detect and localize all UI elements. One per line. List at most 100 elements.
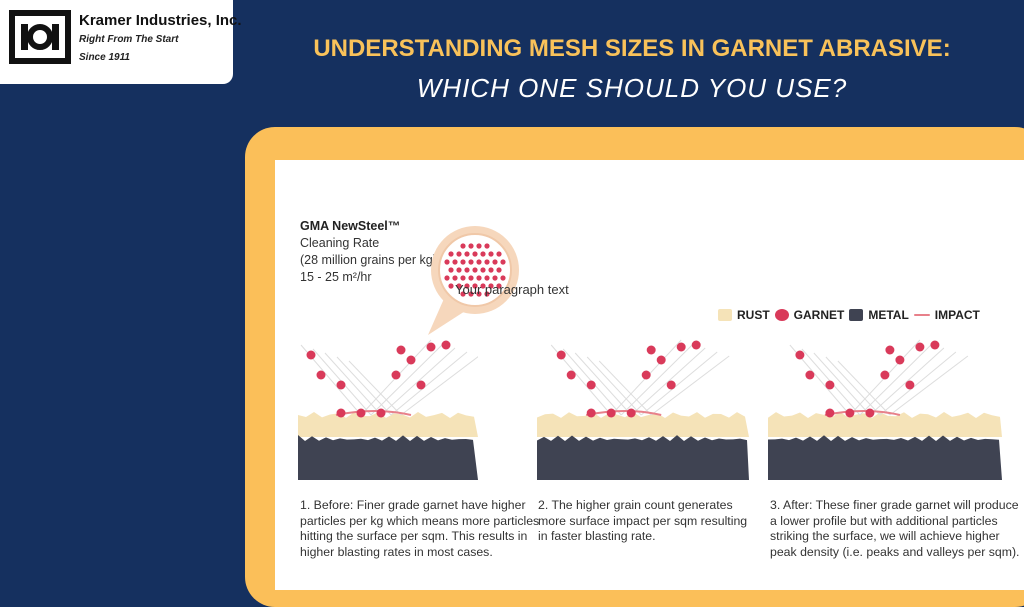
trajectory-line xyxy=(630,347,706,416)
garnet-particle xyxy=(646,345,656,355)
garnet-dot xyxy=(480,251,486,257)
magnifier-illustration xyxy=(428,226,519,335)
garnet-dot xyxy=(452,259,458,265)
garnet-particle xyxy=(556,350,566,360)
garnet-dot xyxy=(492,259,498,265)
garnet-dot xyxy=(460,275,466,281)
garnet-particle xyxy=(915,342,925,352)
garnet-dot xyxy=(488,283,494,289)
garnet-dot xyxy=(476,275,482,281)
garnet-dot xyxy=(448,251,454,257)
garnet-particle xyxy=(306,350,316,360)
garnet-particle xyxy=(880,370,890,380)
page-title: UNDERSTANDING MESH SIZES IN GARNET ABRAS… xyxy=(313,35,951,62)
garnet-particle xyxy=(641,370,651,380)
garnet-particle xyxy=(666,380,676,390)
garnet-dot xyxy=(496,267,502,273)
garnet-particle xyxy=(316,370,326,380)
garnet-dot xyxy=(444,259,450,265)
trajectory-line xyxy=(879,351,957,416)
product-info: GMA NewSteel™ Cleaning Rate (28 million … xyxy=(300,218,437,286)
garnet-dot xyxy=(452,275,458,281)
garnet-dot xyxy=(456,267,462,273)
step-2-caption: 2. The higher grain count generates more … xyxy=(538,498,748,543)
trajectory-line xyxy=(370,343,444,416)
rust-layer xyxy=(537,412,749,437)
garnet-dot xyxy=(444,275,450,281)
legend: RUST GARNET METAL IMPACT xyxy=(718,308,985,322)
garnet-dot xyxy=(468,259,474,265)
page-subtitle: WHICH ONE SHOULD YOU USE? xyxy=(416,73,848,103)
garnet-dot xyxy=(476,243,482,249)
garnet-particle xyxy=(356,408,366,418)
trajectory-line xyxy=(390,351,468,416)
impact-line-icon xyxy=(913,314,930,316)
garnet-dot xyxy=(472,267,478,273)
garnet-dot xyxy=(492,275,498,281)
garnet-particle xyxy=(691,340,701,350)
garnet-particle xyxy=(336,380,346,390)
garnet-dot xyxy=(464,251,470,257)
garnet-dot xyxy=(488,251,494,257)
garnet-particle xyxy=(825,408,835,418)
garnet-particle xyxy=(606,408,616,418)
brand-logo-area[interactable]: Kramer Industries, Inc. Right From The S… xyxy=(0,0,242,84)
garnet-particle xyxy=(805,370,815,380)
garnet-particle xyxy=(396,345,406,355)
brand-tagline: Right From The Start xyxy=(79,34,179,45)
garnet-particle xyxy=(676,342,686,352)
garnet-dot xyxy=(468,243,474,249)
product-name: GMA NewSteel™ xyxy=(300,219,401,233)
garnet-particle xyxy=(795,350,805,360)
garnet-dot xyxy=(476,291,482,297)
garnet-dot xyxy=(460,243,466,249)
blasting-illustration-before xyxy=(298,339,478,480)
trajectory-line xyxy=(813,352,871,416)
kramer-logo-icon xyxy=(9,10,71,64)
trajectory-line xyxy=(650,355,730,416)
trajectory-line xyxy=(889,355,969,416)
placeholder-paragraph[interactable]: Your paragraph text xyxy=(455,282,569,297)
trajectory-line xyxy=(869,347,945,416)
trajectory-line xyxy=(348,360,402,416)
garnet-dot xyxy=(460,291,466,297)
blasting-illustration-impact xyxy=(537,339,749,480)
garnet-dot xyxy=(496,251,502,257)
garnet-particle xyxy=(416,380,426,390)
garnet-dot xyxy=(484,243,490,249)
blasting-illustration-after xyxy=(768,339,1002,480)
trajectory-line xyxy=(586,356,642,416)
trajectory-line xyxy=(837,360,891,416)
garnet-particle xyxy=(441,340,451,350)
trajectory-line xyxy=(380,347,456,416)
garnet-dot xyxy=(484,291,490,297)
legend-metal: METAL xyxy=(868,308,909,322)
garnet-particle xyxy=(905,380,915,390)
garnet-particle xyxy=(930,340,940,350)
garnet-swatch-icon xyxy=(774,309,789,321)
legend-rust: RUST xyxy=(737,308,770,322)
garnet-dot xyxy=(476,259,482,265)
garnet-dot xyxy=(448,283,454,289)
trajectory-line xyxy=(620,343,694,416)
garnet-particle xyxy=(656,355,666,365)
brand-since: Since 1911 xyxy=(79,52,130,63)
garnet-dot xyxy=(468,275,474,281)
garnet-dot xyxy=(448,267,454,273)
trajectory-line xyxy=(859,343,933,416)
rust-layer xyxy=(768,412,1002,437)
metal-swatch-icon xyxy=(849,309,864,321)
garnet-particle xyxy=(845,408,855,418)
garnet-dot xyxy=(488,267,494,273)
garnet-dot xyxy=(464,283,470,289)
garnet-particle xyxy=(895,355,905,365)
garnet-dot xyxy=(464,267,470,273)
garnet-dot xyxy=(472,251,478,257)
step-3-caption: 3. After: These finer grade garnet will … xyxy=(770,498,1020,559)
garnet-dot xyxy=(484,259,490,265)
garnet-particle xyxy=(586,380,596,390)
metal-layer xyxy=(537,435,749,480)
garnet-particle xyxy=(406,355,416,365)
garnet-particle xyxy=(336,408,346,418)
garnet-dot xyxy=(500,259,506,265)
